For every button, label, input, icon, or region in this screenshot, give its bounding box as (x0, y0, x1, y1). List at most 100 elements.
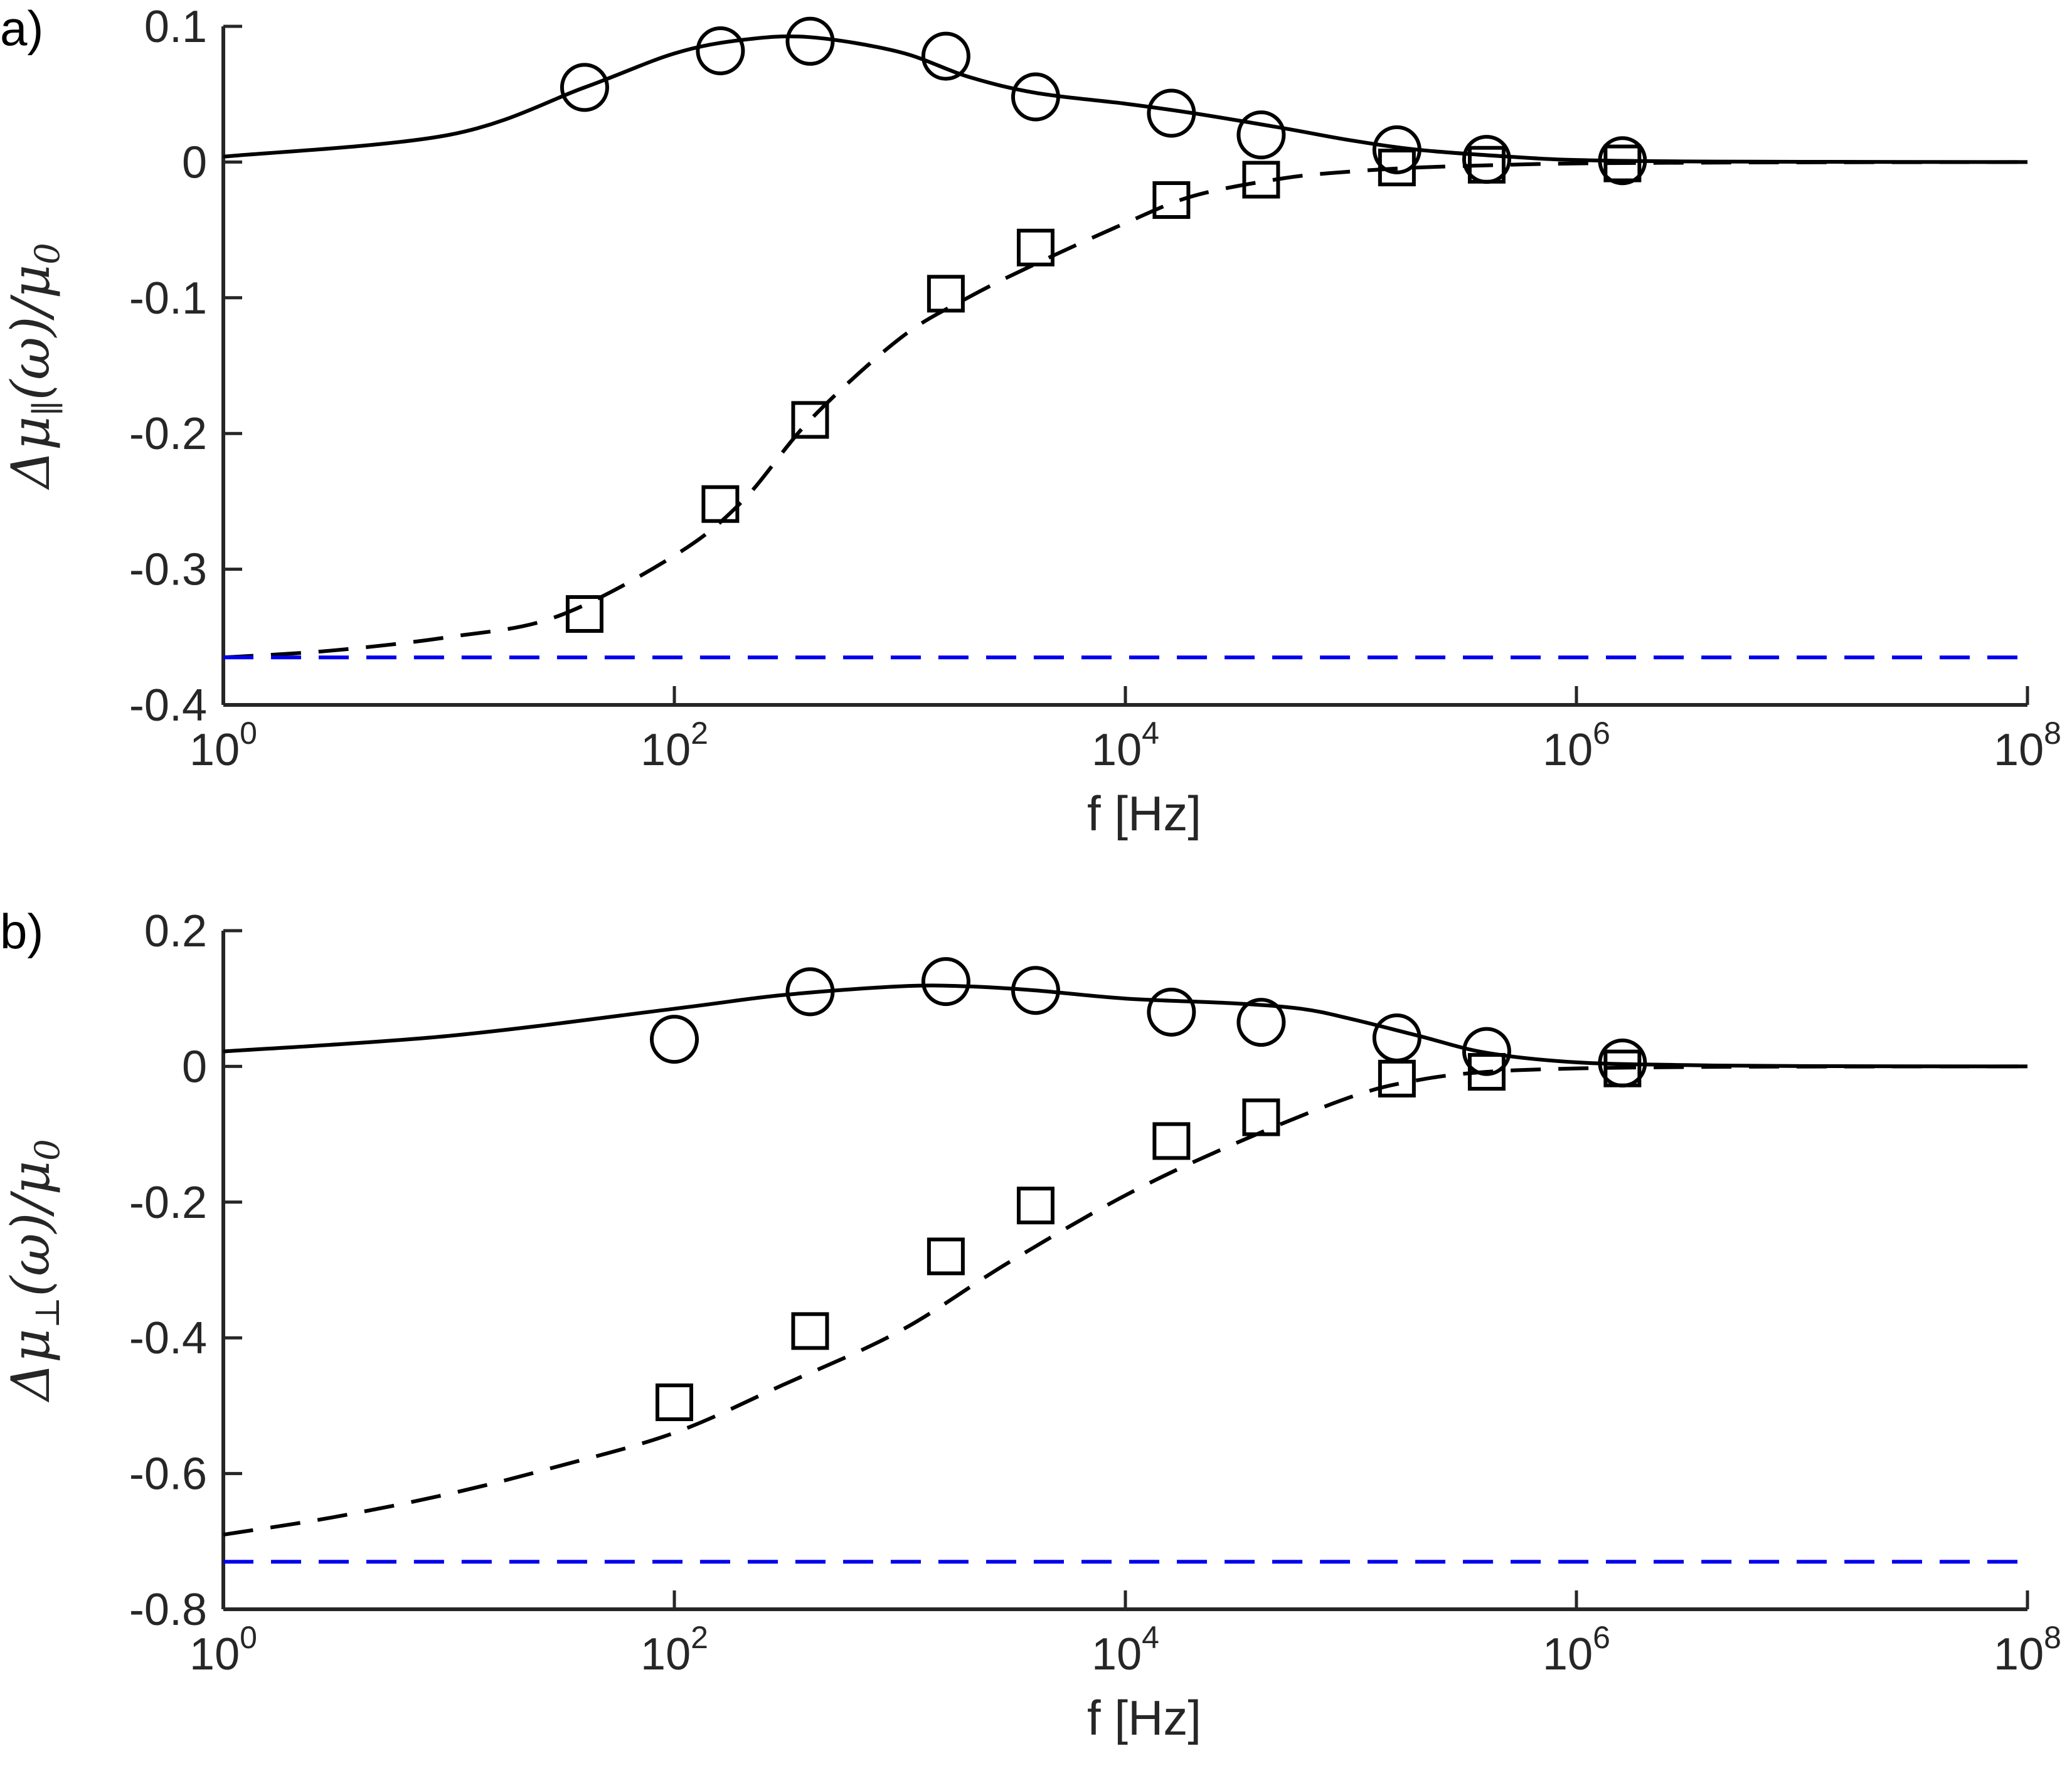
y-tick-label: 0.2 (144, 906, 207, 956)
square-marker (1016, 1187, 1055, 1225)
x-tick-base: 10 (1092, 725, 1142, 775)
y-tick-label: 0 (182, 137, 207, 188)
y-axis-title: Δμ∥(ω)/μ0 (0, 243, 67, 490)
x-tick-base: 10 (1543, 1629, 1593, 1680)
x-tick-label: 100 (189, 716, 257, 775)
y-tick-label: -0.2 (129, 409, 207, 459)
square-marker (791, 401, 829, 439)
y-axis-title-part: 0 (28, 243, 67, 264)
circle-marker (785, 16, 835, 66)
real-fit-line (223, 983, 2027, 1069)
x-tick-exponent: 4 (1142, 1620, 1159, 1655)
x-tick-label: 102 (640, 1620, 708, 1680)
x-tick-label: 108 (1994, 716, 2061, 775)
x-axis-title: f [Hz] (1087, 1690, 1201, 1745)
square-marker (1378, 1059, 1416, 1098)
y-tick-label: -0.3 (129, 545, 207, 595)
y-tick-label: -0.4 (129, 680, 207, 731)
panel-label: a) (0, 1, 43, 56)
y-tick-label: -0.2 (129, 1178, 207, 1228)
imaginary-fit-line (223, 160, 2027, 660)
x-tick-base: 10 (1543, 725, 1593, 775)
square-marker (1016, 228, 1055, 267)
x-tick-label: 106 (1543, 1620, 1610, 1680)
x-tick-label: 106 (1543, 716, 1610, 775)
x-tick-label: 100 (189, 1620, 257, 1680)
x-tick-exponent: 2 (691, 1620, 708, 1655)
y-tick-label: -0.6 (129, 1449, 207, 1500)
circle-marker (1147, 987, 1196, 1037)
imaginary-fit-line (223, 1064, 2027, 1537)
x-tick-base: 10 (1092, 1629, 1142, 1680)
circle-marker (1372, 1013, 1421, 1062)
plot-area (223, 34, 2027, 660)
x-tick-base: 10 (189, 725, 240, 775)
x-tick-exponent: 6 (1593, 716, 1610, 751)
y-tick-label: 0.1 (144, 2, 207, 52)
x-tick-base: 10 (1994, 1629, 2044, 1680)
square-marker (1242, 1098, 1280, 1136)
y-tick-label: -0.4 (129, 1313, 207, 1363)
circle-marker (1236, 998, 1286, 1047)
square-marker (1378, 149, 1416, 187)
x-tick-exponent: 8 (2044, 1620, 2061, 1655)
circle-marker (1147, 88, 1196, 138)
square-marker (1603, 144, 1642, 183)
panel-label: b) (0, 904, 43, 959)
y-tick-label: 0 (182, 1042, 207, 1092)
x-tick-exponent: 2 (691, 716, 708, 751)
square-marker (1242, 161, 1280, 199)
y-axis-title-part: Δμ (0, 416, 61, 490)
x-tick-base: 10 (189, 1629, 240, 1680)
y-axis-title-part: (ω)/μ (0, 265, 61, 401)
circle-marker (1462, 1027, 1511, 1076)
x-tick-exponent: 0 (240, 716, 257, 751)
circle-marker (560, 63, 609, 112)
y-tick-label: -0.1 (129, 273, 207, 324)
x-tick-exponent: 6 (1593, 1620, 1610, 1655)
y-axis-title-part: ∥ (28, 401, 67, 416)
circle-marker (1598, 136, 1647, 186)
square-marker (791, 1312, 829, 1350)
x-tick-exponent: 0 (240, 1620, 257, 1655)
circle-marker (1011, 966, 1060, 1015)
circle-marker (921, 31, 970, 81)
square-marker (1603, 1049, 1642, 1087)
x-tick-exponent: 4 (1142, 716, 1159, 751)
square-marker (1152, 181, 1191, 219)
real-fit-line (223, 34, 2027, 164)
circle-marker (1372, 125, 1421, 174)
x-tick-base: 10 (1994, 725, 2044, 775)
plot-area (223, 983, 2027, 1564)
square-marker (1467, 145, 1506, 184)
y-tick-label: -0.8 (129, 1585, 207, 1635)
circle-marker (650, 1015, 699, 1064)
circle-marker (1011, 72, 1060, 122)
circle-marker (785, 967, 835, 1017)
y-axis-title-part: ⊥ (28, 1297, 67, 1329)
y-axis-title-part: (ω)/μ (0, 1161, 61, 1297)
x-tick-label: 104 (1092, 1620, 1159, 1680)
square-marker (927, 275, 965, 313)
circle-marker (921, 957, 970, 1007)
x-tick-label: 102 (640, 716, 708, 775)
x-tick-exponent: 8 (2044, 716, 2061, 751)
square-marker (701, 485, 740, 523)
x-axis-title: f [Hz] (1087, 786, 1201, 841)
x-tick-label: 104 (1092, 716, 1159, 775)
circle-marker (696, 26, 745, 75)
y-axis-title-part: 0 (28, 1139, 67, 1160)
square-marker (1467, 1053, 1506, 1091)
y-axis-title: Δμ⊥(ω)/μ0 (0, 1139, 67, 1402)
square-marker (927, 1237, 965, 1276)
square-marker (656, 1383, 693, 1421)
y-axis-title-part: Δμ (0, 1328, 61, 1402)
x-tick-base: 10 (640, 1629, 691, 1680)
square-marker (565, 595, 603, 633)
x-tick-base: 10 (640, 725, 691, 775)
x-tick-label: 108 (1994, 1620, 2061, 1680)
circle-marker (1236, 110, 1286, 160)
